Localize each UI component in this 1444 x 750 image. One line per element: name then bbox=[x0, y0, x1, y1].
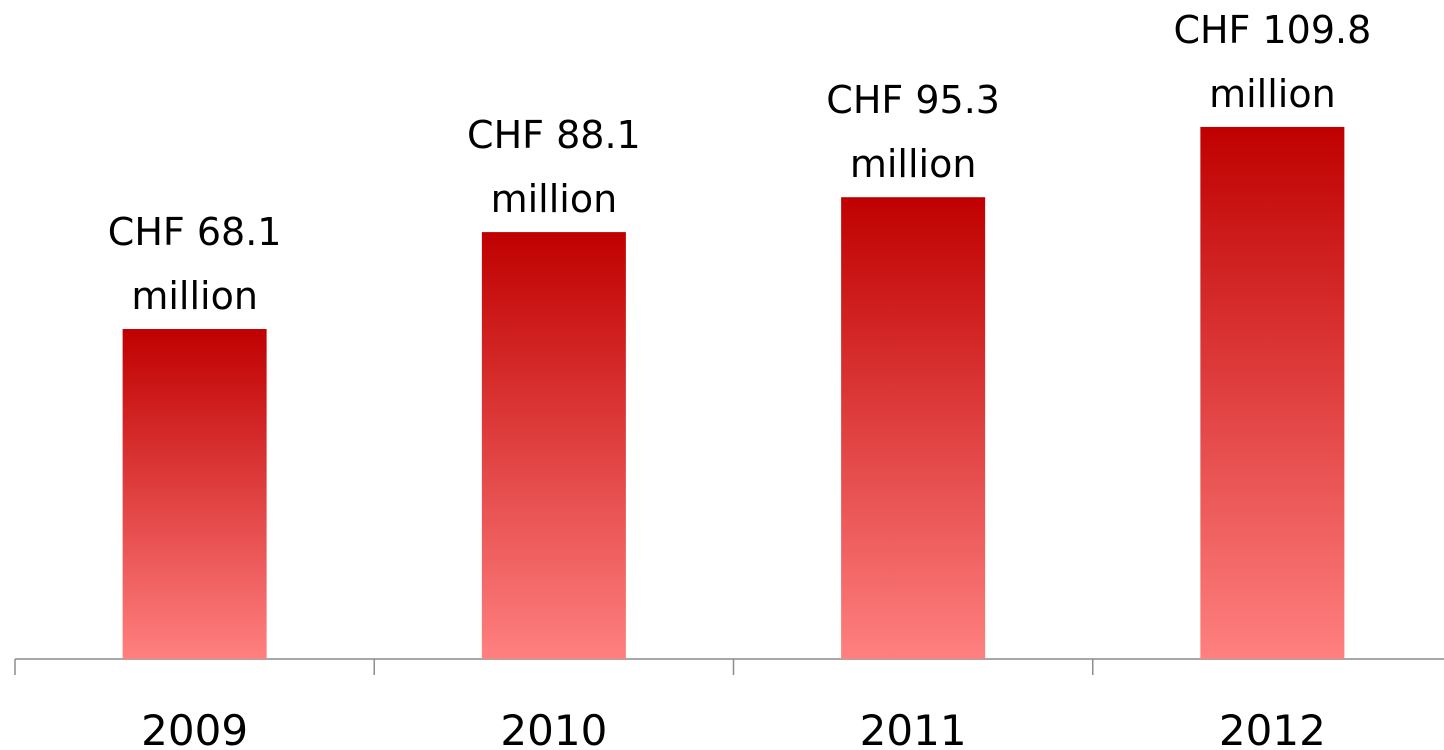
value-label: CHF 109.8 million bbox=[1173, 8, 1371, 116]
value-label: CHF 95.3 million bbox=[826, 78, 1000, 186]
bar bbox=[841, 197, 986, 659]
x-tick-label: 2009 bbox=[141, 706, 248, 750]
x-tick-label: 2011 bbox=[860, 706, 967, 750]
bar bbox=[122, 329, 267, 659]
bar bbox=[481, 232, 626, 659]
x-tick-label: 2010 bbox=[500, 706, 607, 750]
value-label: CHF 68.1 million bbox=[108, 210, 282, 318]
value-label: CHF 88.1 million bbox=[467, 113, 641, 221]
bar bbox=[1200, 126, 1345, 660]
x-tick-label: 2012 bbox=[1219, 706, 1326, 750]
